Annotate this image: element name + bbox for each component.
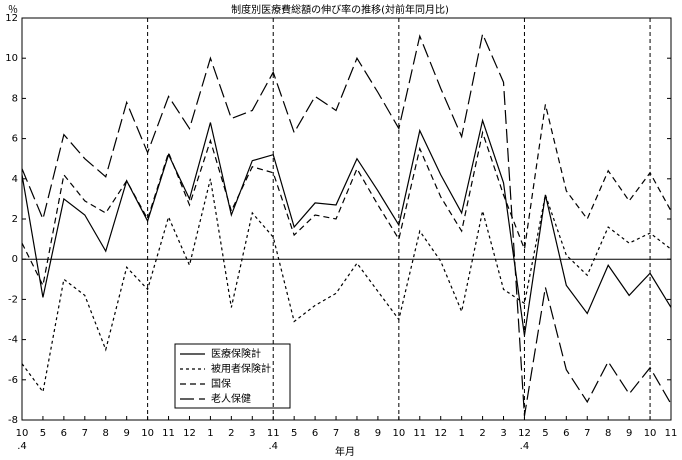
x-tick-label: 7: [584, 428, 590, 439]
x-tick-sublabel: .4: [17, 441, 27, 452]
y-tick-label: 0: [12, 254, 18, 265]
x-tick-label: 8: [605, 428, 611, 439]
x-tick-label: 11: [162, 428, 175, 439]
y-tick-label: 12: [5, 13, 18, 24]
x-tick-label: 12: [518, 428, 531, 439]
x-tick-label: 12: [434, 428, 447, 439]
x-tick-label: 9: [123, 428, 129, 439]
x-tick-label: 8: [354, 428, 360, 439]
series-line: [21, 178, 672, 394]
x-tick-label: 5: [40, 428, 46, 439]
y-tick-label: 4: [12, 174, 18, 185]
y-tick-label: -6: [8, 375, 18, 386]
series-line: [21, 118, 672, 336]
x-tick-label: 2: [228, 428, 234, 439]
y-tick-label: -8: [8, 415, 18, 426]
x-tick-label: 10: [16, 428, 29, 439]
series-line: [21, 32, 672, 417]
x-tick-label: 5: [291, 428, 297, 439]
x-tick-label: 1: [207, 428, 213, 439]
legend-label: 医療保険計: [211, 347, 261, 360]
x-tick-label: 7: [82, 428, 88, 439]
x-tick-label: 10: [644, 428, 657, 439]
x-tick-sublabel: .4: [268, 441, 278, 452]
legend-box: [174, 343, 291, 409]
x-tick-label: 7: [333, 428, 339, 439]
legend-label: 国保: [211, 377, 231, 390]
x-tick-label: 2: [479, 428, 485, 439]
x-tick-label: 6: [563, 428, 569, 439]
x-tick-label: 9: [375, 428, 381, 439]
y-tick-label: 8: [12, 93, 18, 104]
x-tick-label: 6: [61, 428, 67, 439]
y-tick-label: 6: [12, 134, 18, 145]
x-tick-label: 10: [141, 428, 154, 439]
x-tick-label: 12: [183, 428, 196, 439]
legend-label: 老人保健: [211, 392, 251, 405]
x-tick-label: 10: [392, 428, 405, 439]
y-tick-label: -4: [8, 335, 18, 346]
y-tick-label: 2: [12, 214, 18, 225]
plot-frame: [21, 17, 672, 421]
y-tick-label: 10: [5, 53, 18, 64]
x-tick-label: 8: [103, 428, 109, 439]
x-tick-sublabel: .4: [520, 441, 530, 452]
chart-title: 制度別医療費総額の伸び率の推移(対前年同月比): [231, 3, 449, 16]
y-tick-label: -2: [8, 294, 18, 305]
x-tick-label: 3: [500, 428, 506, 439]
x-tick-label: 9: [626, 428, 632, 439]
x-tick-label: 5: [542, 428, 548, 439]
x-tick-label: 3: [249, 428, 255, 439]
legend-label: 被用者保険計: [211, 362, 271, 375]
x-axis-label: 年月: [335, 445, 355, 458]
series-line: [21, 104, 672, 288]
x-tick-label: 11: [413, 428, 426, 439]
x-tick-label: 6: [312, 428, 318, 439]
y-axis-label: ％: [8, 5, 18, 16]
x-tick-label: 11: [665, 428, 678, 439]
x-tick-label: 1: [458, 428, 464, 439]
x-tick-label: 11: [267, 428, 280, 439]
